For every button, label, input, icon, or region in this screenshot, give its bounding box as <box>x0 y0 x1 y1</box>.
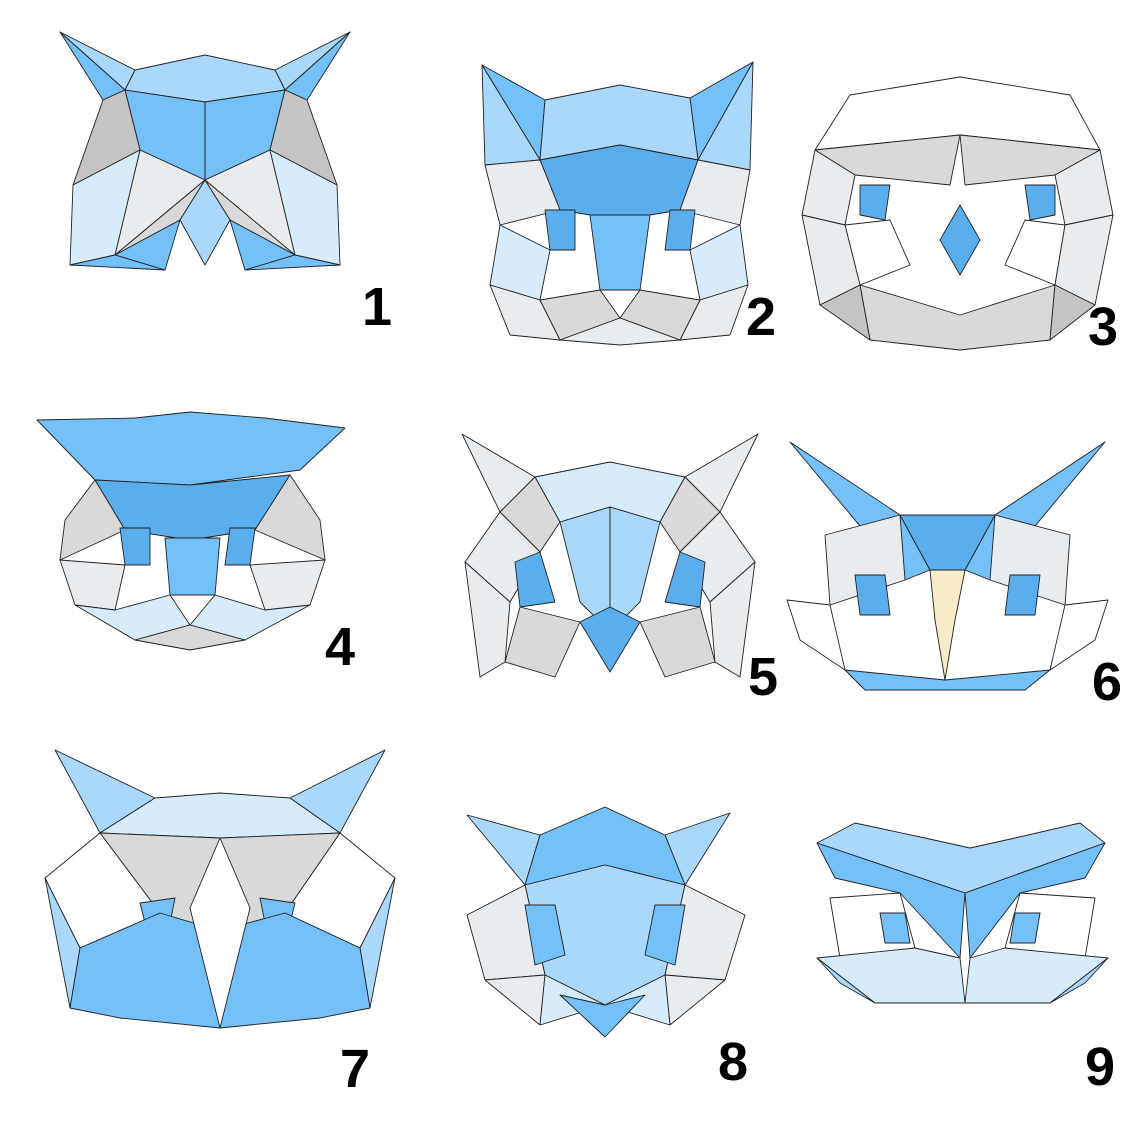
owl-mask-6-icon <box>785 440 1110 691</box>
mask-number-2: 2 <box>746 287 777 347</box>
owl-mask-4-icon <box>35 410 347 655</box>
mask-number-8: 8 <box>718 1032 749 1092</box>
mask-number-4: 4 <box>325 617 356 677</box>
owl-mask-7-icon <box>40 748 405 1033</box>
mask-number-6: 6 <box>1092 652 1123 712</box>
owl-mask-8-icon <box>465 805 755 1040</box>
owl-mask-5-icon <box>460 432 760 694</box>
owl-mask-2-icon <box>480 60 760 346</box>
owl-mask-1-icon <box>55 30 355 280</box>
mask-number-1: 1 <box>362 277 393 337</box>
mask-number-9: 9 <box>1085 1037 1116 1097</box>
mask-number-3: 3 <box>1088 297 1119 357</box>
mask-number-7: 7 <box>340 1039 371 1099</box>
owl-mask-3-icon <box>800 75 1115 355</box>
owl-mask-9-icon <box>815 818 1110 1013</box>
mask-number-5: 5 <box>748 647 779 707</box>
